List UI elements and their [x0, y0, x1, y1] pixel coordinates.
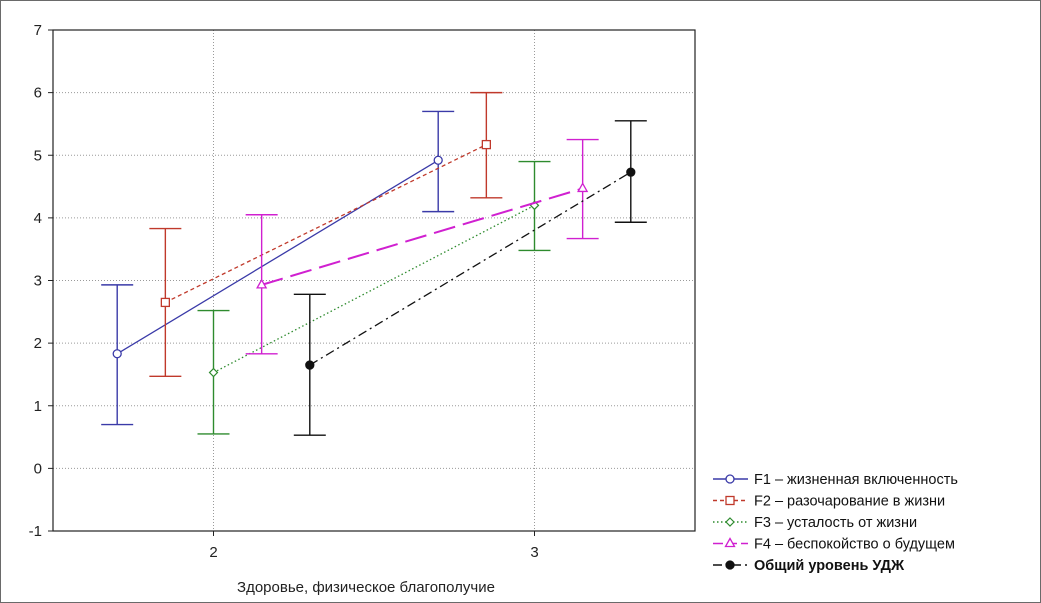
legend: F1 – жизненная включенность F2 – разочаро… [713, 472, 958, 574]
y-tick-label: 7 [34, 22, 42, 39]
y-tick-label: -1 [29, 523, 42, 540]
data-point [208, 367, 219, 378]
y-tick-label: 4 [34, 210, 42, 227]
data-point [305, 360, 315, 370]
data-point [256, 278, 268, 289]
x-tick-label: 2 [209, 544, 217, 561]
y-tick-label: 5 [34, 147, 42, 164]
data-point [112, 349, 122, 359]
legend-marker [725, 474, 735, 484]
series-3 [197, 160, 551, 435]
y-tick-label: 0 [34, 460, 42, 477]
legend-label: Общий уровень УДЖ [754, 558, 905, 574]
x-axis-label: Здоровье, физическое благополучие [237, 579, 495, 596]
data-point [626, 167, 636, 177]
legend-marker [725, 517, 735, 527]
series-line [309, 171, 632, 366]
legend-label: F4 – беспокойство о будущем [754, 537, 955, 553]
series-line [261, 187, 583, 286]
legend-label: F3 – усталость от жизни [754, 515, 917, 531]
series-line [213, 204, 535, 374]
x-axis: 2 3 Здоровье, физическое благополучие [209, 531, 539, 596]
legend-marker [725, 560, 735, 570]
y-axis: -1 0 1 2 3 4 5 6 7 [29, 22, 53, 540]
legend-label: F1 – жизненная включенность [754, 472, 958, 488]
y-tick-label: 3 [34, 273, 42, 290]
legend-marker [724, 537, 736, 548]
gridlines [53, 30, 695, 531]
data-point [481, 139, 492, 150]
data-point [160, 297, 171, 308]
y-tick-label: 6 [34, 85, 42, 102]
x-tick-label: 3 [530, 544, 538, 561]
y-tick-label: 2 [34, 335, 42, 352]
series-4 [245, 138, 599, 355]
series-1 [101, 110, 455, 426]
series-5 [293, 120, 647, 436]
legend-label: F2 – разочарование в жизни [754, 494, 945, 510]
series-2 [149, 91, 503, 378]
legend-marker [725, 495, 735, 506]
y-tick-label: 1 [34, 398, 42, 415]
series-line [116, 159, 439, 355]
data-point [577, 182, 589, 193]
series-line [165, 144, 487, 304]
data-point [433, 155, 443, 165]
